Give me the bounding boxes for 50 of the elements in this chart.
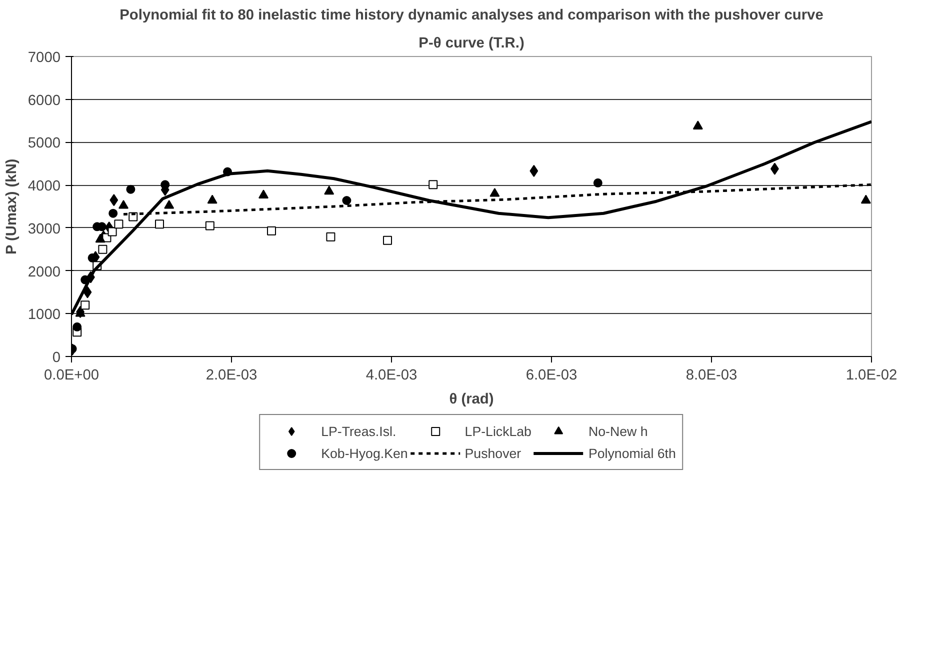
point <box>383 236 392 245</box>
legend-label: Pushover <box>464 446 522 460</box>
point <box>118 200 128 209</box>
legend-label: No-New h <box>588 424 648 438</box>
point <box>108 227 117 236</box>
point <box>110 194 118 206</box>
y-tick-label: 3000 <box>28 221 61 238</box>
y-tick-label: 1000 <box>28 307 61 324</box>
x-axis-title: θ (rad) <box>449 392 494 408</box>
point <box>108 208 118 218</box>
y-tick-label: 2000 <box>28 264 61 280</box>
y-axis-title: P (Umax) (kN) <box>4 158 20 255</box>
point <box>342 196 352 205</box>
legend-label: LP-Treas.Isl. <box>321 424 396 438</box>
legend-label: Kob-Hyog.Ken <box>321 446 408 460</box>
point <box>490 188 500 197</box>
y-tick-label: 7000 <box>28 50 61 66</box>
y-tick-label: 0 <box>52 350 61 366</box>
point <box>126 184 136 194</box>
point <box>428 180 438 190</box>
y-tick-label: 6000 <box>28 92 61 109</box>
point <box>72 322 82 332</box>
point <box>324 186 334 195</box>
legend-label: LP-LickLab <box>464 424 532 438</box>
point <box>205 221 214 230</box>
point <box>98 244 108 254</box>
x-tick-label: 6.0E-03 <box>526 368 578 384</box>
legend-label: Polynomial 6th <box>588 446 676 460</box>
x-tick-label: 2.0E-03 <box>206 368 258 384</box>
point <box>114 220 124 229</box>
chart-title: Polynomial fit to 80 inelastic time history dynamic analyses and comparison with the pushover curve <box>120 8 824 24</box>
point <box>692 120 703 130</box>
point <box>267 226 276 236</box>
x-tick-label: 4.0E-03 <box>366 368 418 384</box>
x-tick-label: 8.0E-03 <box>686 368 738 384</box>
point <box>593 178 602 188</box>
chart-subtitle: P-θ curve (T.R.) <box>418 36 524 52</box>
point <box>207 194 218 204</box>
point <box>326 232 336 242</box>
point <box>155 220 164 229</box>
x-tick-label: 1.0E-02 <box>846 368 898 384</box>
point <box>530 164 538 177</box>
y-tick-label: 4000 <box>28 178 61 195</box>
point <box>80 300 90 310</box>
point <box>258 190 268 198</box>
point <box>95 234 106 243</box>
point <box>164 200 174 209</box>
point <box>860 194 871 204</box>
x-tick-label: 0.0E+00 <box>44 368 100 384</box>
y-tick-label: 5000 <box>28 136 61 152</box>
